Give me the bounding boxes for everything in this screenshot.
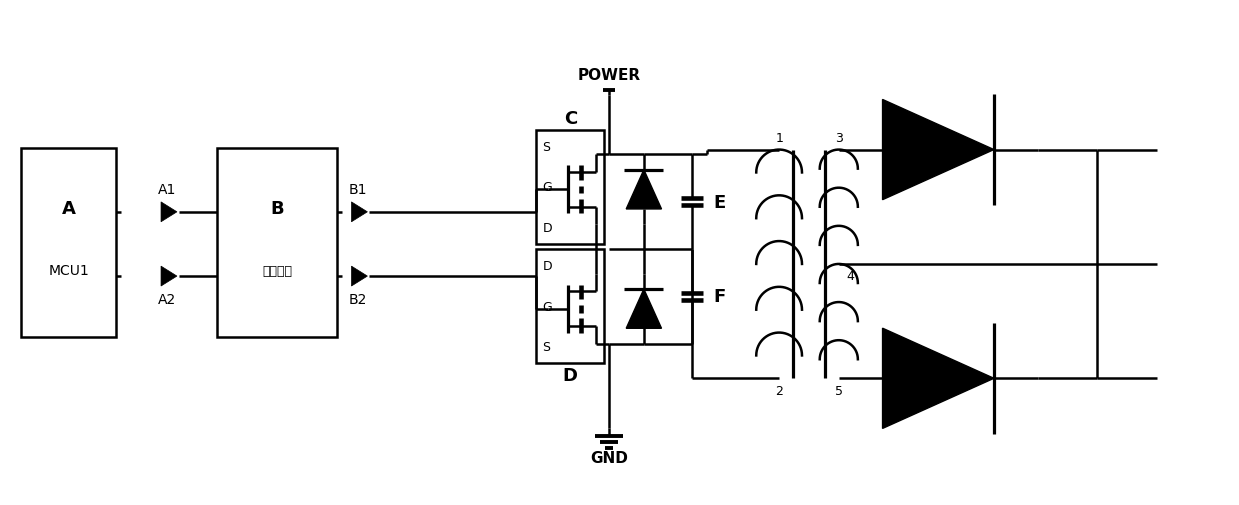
Text: 5: 5 — [835, 384, 843, 397]
Polygon shape — [571, 304, 579, 315]
Text: 2: 2 — [776, 384, 783, 397]
Polygon shape — [882, 329, 994, 429]
Bar — [536, 249, 605, 364]
Text: S: S — [543, 341, 550, 353]
Text: 4: 4 — [846, 270, 855, 283]
Text: E: E — [714, 193, 726, 211]
Bar — [536, 130, 605, 244]
Polygon shape — [352, 203, 368, 222]
Text: A: A — [62, 199, 76, 218]
Bar — [21, 148, 115, 337]
Text: B1: B1 — [348, 182, 367, 196]
Text: F: F — [714, 288, 726, 306]
Text: G: G — [543, 300, 553, 313]
Polygon shape — [882, 100, 994, 200]
Text: B2: B2 — [348, 292, 367, 307]
Text: S: S — [543, 140, 550, 154]
Text: POWER: POWER — [577, 68, 641, 83]
Polygon shape — [161, 267, 177, 286]
Polygon shape — [571, 184, 579, 195]
Polygon shape — [352, 267, 368, 286]
Text: D: D — [543, 260, 553, 272]
Polygon shape — [626, 289, 662, 329]
Bar — [217, 148, 337, 337]
Text: B: B — [270, 199, 284, 218]
Text: A2: A2 — [157, 292, 176, 307]
Polygon shape — [626, 170, 662, 210]
Text: GND: GND — [590, 450, 628, 466]
Text: G: G — [543, 181, 553, 194]
Text: MCU1: MCU1 — [48, 264, 89, 278]
Text: 3: 3 — [835, 132, 843, 145]
Text: D: D — [563, 367, 577, 385]
Text: 电平转换: 电平转换 — [261, 265, 292, 277]
Text: C: C — [564, 110, 577, 127]
Text: 1: 1 — [776, 132, 783, 145]
Text: D: D — [543, 222, 553, 235]
Polygon shape — [161, 203, 177, 222]
Text: A1: A1 — [157, 182, 176, 196]
